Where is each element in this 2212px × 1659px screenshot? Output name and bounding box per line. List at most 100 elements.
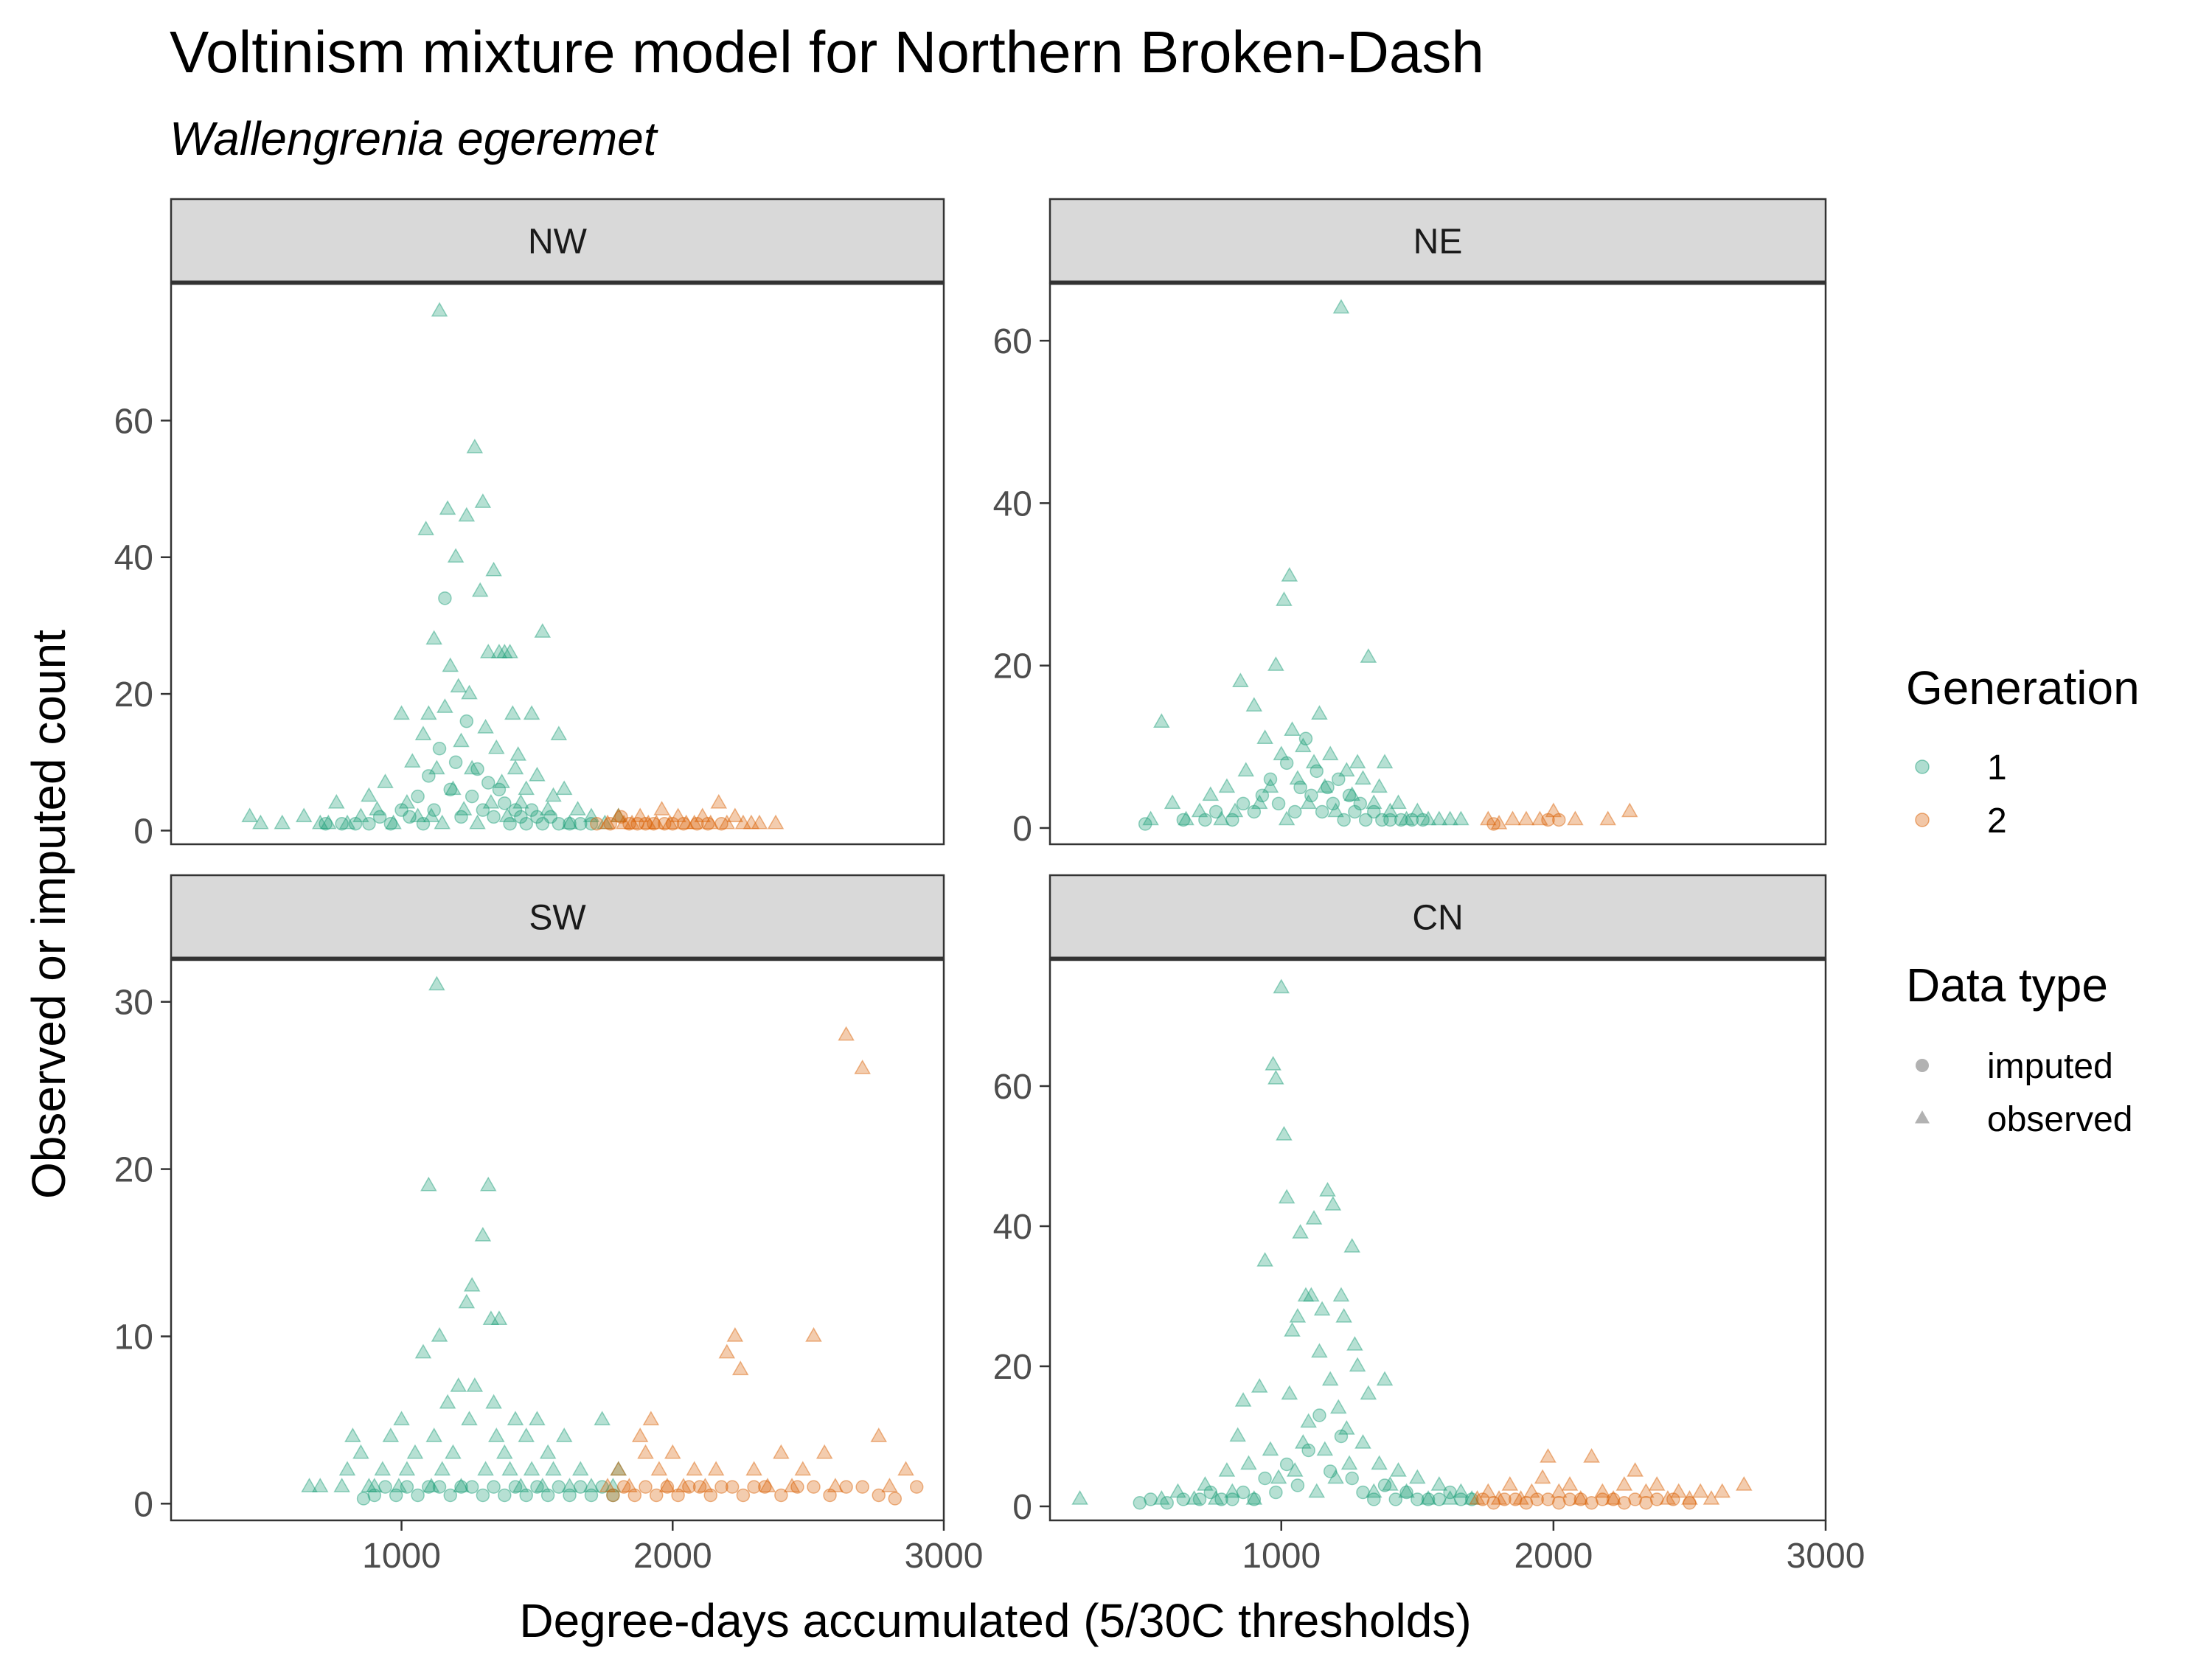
point-observed-gen1 — [1300, 794, 1317, 810]
point-imputed-gen2 — [1486, 1496, 1500, 1510]
point-imputed-gen2 — [690, 816, 704, 831]
point-observed-gen1 — [1226, 802, 1244, 818]
legend-label-generation: 1 — [1987, 748, 2007, 787]
legend: Generation 1 2 Data type imputed observed — [1906, 661, 2140, 1139]
point-imputed-gen2 — [682, 1480, 696, 1494]
point-observed-gen1 — [610, 807, 627, 823]
point-imputed-gen2 — [823, 1488, 837, 1503]
point-imputed-gen1 — [503, 816, 517, 831]
point-observed-gen1 — [445, 780, 462, 796]
point-imputed-gen2 — [855, 1480, 869, 1494]
point-observed-gen1 — [1308, 1483, 1326, 1498]
point-imputed-gen1 — [443, 1488, 458, 1503]
point-observed-gen2 — [1594, 1483, 1611, 1498]
point-imputed-gen2 — [622, 816, 636, 831]
point-observed-gen1 — [1329, 1399, 1347, 1414]
legend-label-data-type: observed — [1987, 1100, 2132, 1139]
point-observed-gen1 — [1463, 1489, 1481, 1505]
point-observed-gen1 — [1278, 810, 1295, 826]
point-observed-gen1 — [406, 1444, 424, 1459]
point-observed-gen1 — [1294, 1433, 1312, 1449]
point-observed-gen1 — [1218, 1461, 1236, 1477]
point-observed-gen1 — [1453, 1483, 1470, 1498]
point-observed-gen2 — [1599, 810, 1616, 826]
point-observed-gen2 — [1504, 810, 1521, 826]
point-imputed-gen1 — [508, 1480, 523, 1494]
point-observed-gen2 — [1490, 814, 1508, 830]
point-imputed-gen1 — [1367, 804, 1381, 819]
point-observed-gen1 — [403, 753, 421, 768]
point-imputed-gen1 — [1269, 1485, 1283, 1500]
point-observed-gen1 — [1316, 778, 1334, 793]
point-observed-gen1 — [1256, 1251, 1273, 1267]
point-imputed-gen2 — [1541, 813, 1555, 827]
point-observed-gen1 — [561, 814, 578, 830]
point-observed-gen1 — [518, 1427, 535, 1442]
panel-border — [1048, 282, 1827, 846]
point-imputed-gen1 — [1416, 813, 1430, 827]
point-observed-gen2 — [1531, 810, 1548, 826]
point-observed-gen1 — [1178, 810, 1194, 826]
point-observed-gen1 — [1360, 648, 1377, 663]
point-observed-gen1 — [1354, 770, 1371, 785]
point-observed-gen1 — [1338, 1419, 1355, 1435]
point-imputed-gen1 — [1247, 1492, 1262, 1506]
point-imputed-gen2 — [1628, 1492, 1642, 1506]
point-observed-gen1 — [529, 766, 546, 782]
point-observed-gen1 — [498, 807, 516, 823]
point-observed-gen2 — [1540, 1447, 1557, 1463]
point-observed-gen2 — [759, 1478, 776, 1492]
point-observed-gen1 — [241, 807, 258, 823]
point-observed-gen1 — [545, 787, 562, 802]
point-imputed-gen2 — [1498, 1492, 1512, 1506]
point-observed-gen1 — [1142, 810, 1159, 826]
panel-cn: CN 0 20 40 60 1000 2000 3000 — [993, 874, 1865, 1576]
point-observed-gen2 — [647, 814, 665, 830]
point-observed-gen1 — [1382, 1475, 1399, 1491]
point-imputed-gen1 — [1293, 780, 1307, 795]
point-observed-gen1 — [1071, 1489, 1088, 1505]
point-imputed-gen1 — [403, 810, 417, 824]
point-imputed-gen1 — [524, 803, 539, 817]
point-observed-gen1 — [1281, 567, 1298, 582]
point-imputed-gen1 — [1315, 804, 1329, 819]
point-imputed-gen1 — [438, 591, 452, 605]
point-imputed-gen1 — [574, 1480, 588, 1494]
point-observed-gen1 — [1297, 1287, 1315, 1302]
point-observed-gen2 — [1681, 1489, 1698, 1505]
facet-strip — [170, 198, 945, 284]
point-imputed-gen1 — [492, 782, 507, 797]
point-observed-gen1 — [434, 1461, 451, 1476]
point-observed-gen1 — [1343, 786, 1361, 801]
point-observed-gen1 — [437, 698, 453, 713]
point-observed-gen1 — [1398, 810, 1415, 826]
panel-background — [171, 960, 944, 1520]
y-tick-label: 0 — [133, 1485, 153, 1524]
point-observed-gen1 — [512, 1478, 529, 1492]
point-observed-gen1 — [453, 1478, 470, 1492]
point-observed-gen1 — [1276, 1125, 1293, 1141]
point-observed-gen1 — [485, 561, 502, 577]
point-observed-gen1 — [393, 705, 410, 720]
point-observed-gen2 — [1615, 1475, 1633, 1491]
point-imputed-gen1 — [519, 816, 533, 831]
point-observed-gen2 — [664, 1444, 681, 1459]
point-observed-gen1 — [398, 1461, 416, 1476]
point-imputed-gen1 — [606, 1488, 620, 1503]
x-tick-label: 3000 — [905, 1537, 984, 1576]
point-observed-gen1 — [504, 705, 521, 720]
point-observed-gen1 — [434, 814, 451, 830]
point-observed-gen1 — [477, 1461, 494, 1476]
point-imputed-gen2 — [1573, 1492, 1588, 1506]
point-imputed-gen1 — [348, 816, 363, 831]
legend-label-data-type: imputed — [1987, 1047, 2113, 1086]
point-imputed-gen1 — [1236, 1485, 1251, 1500]
point-imputed-gen1 — [443, 782, 458, 797]
x-tick-label: 2000 — [633, 1537, 712, 1576]
panel-border — [1048, 959, 1827, 1522]
point-imputed-gen1 — [383, 816, 398, 831]
point-observed-gen1 — [425, 630, 442, 645]
point-imputed-gen1 — [454, 810, 468, 824]
panel-background — [1050, 960, 1826, 1520]
point-imputed-gen1 — [1454, 1492, 1468, 1506]
